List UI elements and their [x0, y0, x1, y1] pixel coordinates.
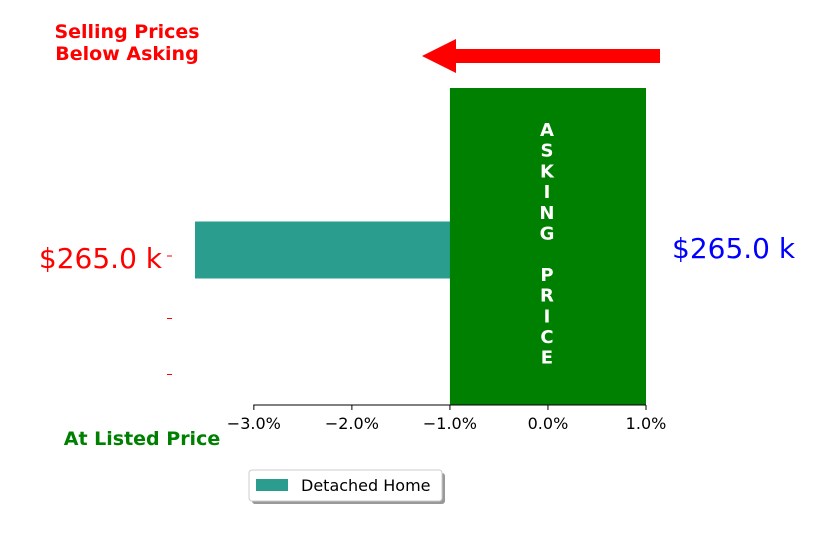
- left-arrow-icon: [422, 39, 660, 73]
- top-note-line-2: Below Asking: [55, 43, 198, 65]
- x-tick-label: −1.0%: [423, 414, 477, 433]
- asking-label-letter: G: [540, 224, 555, 245]
- asking-label-letter: R: [540, 286, 554, 307]
- asking-label-letter: I: [544, 306, 551, 327]
- x-tick-label: 0.0%: [528, 414, 569, 433]
- x-axis: −3.0% −2.0% −1.0% 0.0% 1.0%: [227, 404, 667, 433]
- top-note-line-1: Selling Prices: [54, 21, 199, 43]
- asking-label-letter: A: [540, 120, 554, 141]
- legend-box: [248, 469, 443, 502]
- legend-swatch: [256, 479, 288, 491]
- x-ticks: −3.0% −2.0% −1.0% 0.0% 1.0%: [227, 405, 667, 433]
- right-price-label: $265.0 k: [672, 232, 796, 265]
- legend: Detached Home: [248, 469, 445, 504]
- asking-label-letter: E: [541, 348, 553, 369]
- x-tick-label: −2.0%: [325, 414, 379, 433]
- y-ticks: [167, 255, 172, 375]
- asking-price-band: [449, 88, 646, 405]
- bottom-note: At Listed Price: [64, 428, 220, 450]
- asking-label-letter: S: [540, 141, 553, 162]
- asking-label-letter: N: [539, 203, 554, 224]
- legend-label: Detached Home: [301, 476, 431, 495]
- asking-label-letter: C: [540, 327, 553, 348]
- left-price-label: $265.0 k: [39, 242, 163, 275]
- direction-arrow: [422, 39, 660, 73]
- asking-label-letter: K: [540, 161, 555, 182]
- asking-label-letter: I: [544, 182, 551, 203]
- x-tick-label: −3.0%: [227, 414, 281, 433]
- x-tick-label: 1.0%: [626, 414, 667, 433]
- asking-label-letter: P: [540, 265, 553, 286]
